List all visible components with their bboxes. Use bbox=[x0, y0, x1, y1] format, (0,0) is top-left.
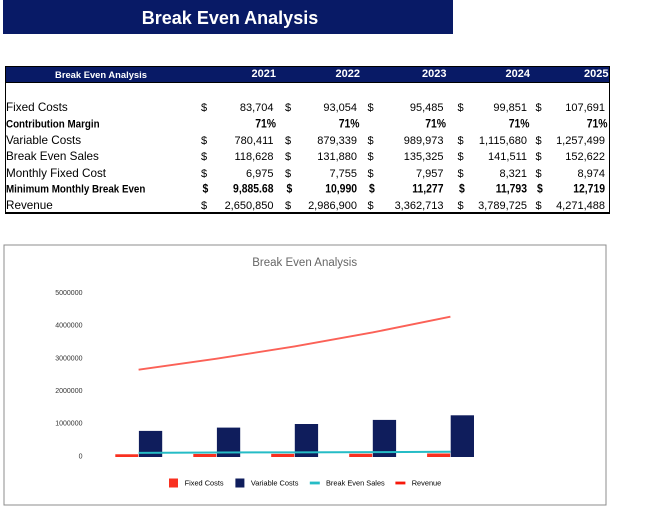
svg-text:2000000: 2000000 bbox=[55, 388, 82, 395]
svg-text:Revenue: Revenue bbox=[412, 479, 442, 488]
svg-text:1000000: 1000000 bbox=[55, 421, 82, 428]
svg-text:Break Even Sales: Break Even Sales bbox=[326, 479, 385, 488]
svg-text:Break Even Analysis: Break Even Analysis bbox=[252, 257, 357, 269]
svg-text:5000000: 5000000 bbox=[55, 290, 82, 297]
svg-text:4000000: 4000000 bbox=[55, 323, 82, 330]
svg-text:3000000: 3000000 bbox=[55, 355, 82, 362]
svg-text:0: 0 bbox=[79, 453, 83, 460]
svg-text:Fixed Costs: Fixed Costs bbox=[185, 479, 224, 488]
svg-text:Variable Costs: Variable Costs bbox=[251, 479, 299, 488]
